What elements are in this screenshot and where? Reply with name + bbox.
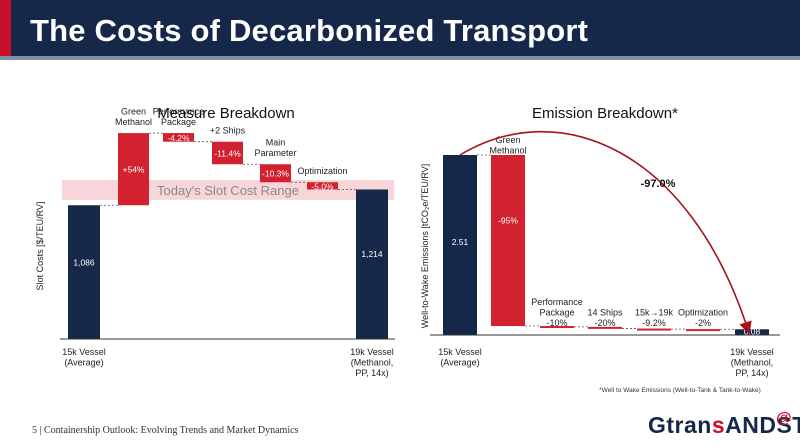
category-label: +2 Ships [210, 126, 246, 136]
waterfall-bar [356, 189, 388, 339]
y-axis-label: Slot Costs [$/TEU/RV] [35, 202, 45, 291]
waterfall-bar [540, 326, 574, 329]
category-label: Optimization [297, 166, 347, 176]
waterfall-bar [491, 155, 525, 327]
title-bar: The Costs of Decarbonized Transport [0, 0, 800, 60]
category-label: Green Methanol [489, 135, 526, 156]
cost-range-band-label: Today's Slot Cost Range [157, 183, 299, 198]
reduction-arrow [459, 130, 752, 335]
bar-value-label: -11.4% [214, 148, 241, 158]
y-axis-label: Well-to-Wake Emissions [tCO₂e/TEU/RV] [420, 164, 430, 328]
page-title: The Costs of Decarbonized Transport [30, 13, 589, 48]
bar-value-label: 1,086 [73, 257, 95, 267]
category-label: Performance Package [153, 107, 205, 128]
waterfall-bar [307, 182, 338, 190]
category-label: 14 Ships -20% [587, 308, 623, 329]
chart-title: Emission Breakdown* [532, 105, 678, 122]
category-label: 15k Vessel (Average) [438, 347, 482, 368]
bar-value-label: 1,214 [361, 249, 383, 259]
category-label: 15k Vessel (Average) [62, 347, 106, 368]
logo-text-part: s [711, 412, 726, 438]
logo-text-part: Gtran [648, 412, 712, 438]
title-accent [0, 0, 11, 56]
footer-text: 5 | Containership Outlook: Evolving Tren… [32, 425, 299, 436]
category-label: Main Parameter [254, 138, 296, 159]
bar-value-label: -10.3% [262, 169, 289, 179]
logo-at-icon: @ [776, 410, 792, 427]
waterfall-bar [68, 205, 100, 339]
bar-value-label: -5.0% [311, 181, 334, 191]
waterfall-bar [443, 155, 477, 335]
waterfall-bar [735, 329, 769, 335]
chart-title: Measure Breakdown [157, 105, 295, 122]
category-label: 19k Vessel (Methanol, PP, 14x) [350, 347, 394, 378]
bar-value-label: +54% [123, 165, 145, 175]
bar-value-label: 0.08 [744, 327, 761, 337]
company-logo: GtransANDST @ [640, 410, 800, 447]
footnote: *Well to Wake Emissions (Well-to-Tank & … [599, 387, 761, 394]
bar-value-label: -4.2% [167, 133, 190, 143]
category-label: Optimization -2% [678, 308, 728, 329]
waterfall-bar [260, 164, 291, 183]
category-label: 19k Vessel (Methanol, PP, 14x) [730, 347, 774, 378]
waterfall-bar [686, 329, 720, 332]
total-change-label: -97.0% [641, 178, 676, 190]
logo-text-part: ANDST [725, 412, 800, 438]
waterfall-bar [118, 133, 149, 206]
waterfall-bar [588, 326, 622, 329]
bar-value-label: -95% [498, 215, 518, 225]
bar-value-label: 2.51 [452, 237, 469, 247]
waterfall-bar [637, 328, 671, 331]
category-label: Green Methanol [115, 107, 152, 128]
category-label: Performance Package -10% [531, 297, 583, 328]
category-label: 15k→19k -9.2% [635, 308, 674, 329]
waterfall-bar [212, 141, 243, 165]
waterfall-bar [163, 133, 194, 142]
